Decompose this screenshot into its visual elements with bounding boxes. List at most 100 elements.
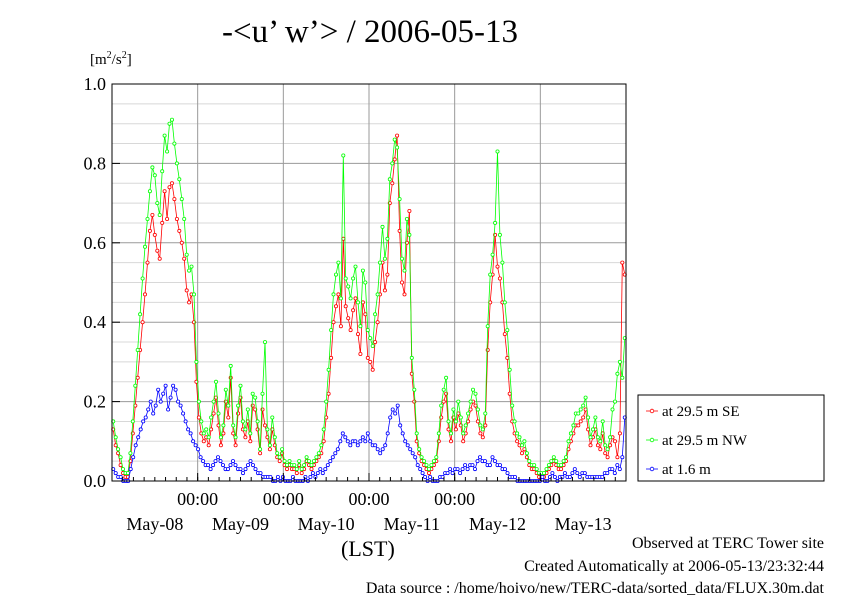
data-point — [390, 407, 395, 412]
data-point — [368, 439, 373, 444]
data-point — [133, 443, 138, 448]
data-point — [620, 455, 625, 460]
data-point — [135, 347, 140, 352]
data-point — [487, 463, 492, 468]
data-point — [483, 411, 488, 416]
data-point — [308, 474, 313, 479]
data-point — [245, 463, 250, 468]
data-point — [345, 439, 350, 444]
data-point — [238, 383, 243, 388]
data-point — [213, 459, 218, 464]
data-point — [325, 463, 330, 468]
data-point — [329, 355, 334, 360]
data-point — [368, 359, 373, 364]
data-point — [395, 133, 400, 138]
y-tick-label: 0.4 — [84, 312, 107, 332]
data-point — [380, 447, 385, 452]
data-point — [380, 224, 385, 229]
data-point — [576, 411, 581, 416]
data-point — [378, 451, 383, 456]
x-time-label: 00:00 — [263, 489, 304, 509]
data-point — [118, 455, 123, 460]
data-point — [348, 328, 353, 333]
data-point — [201, 439, 206, 444]
data-point — [490, 455, 495, 460]
data-point — [218, 443, 223, 448]
data-point — [343, 435, 348, 440]
data-point — [431, 459, 436, 464]
data-point — [258, 451, 263, 456]
data-point — [559, 467, 564, 472]
data-point — [515, 431, 520, 436]
data-point — [167, 121, 172, 126]
data-point — [373, 312, 378, 317]
data-point — [426, 467, 431, 472]
data-point — [578, 419, 583, 424]
x-time-label: 00:00 — [434, 489, 475, 509]
data-point — [567, 474, 572, 479]
data-point — [532, 463, 537, 468]
data-point — [355, 443, 360, 448]
data-point — [410, 451, 415, 456]
data-point — [183, 419, 188, 424]
data-point — [463, 423, 468, 428]
data-point — [346, 284, 351, 289]
data-point — [577, 474, 582, 479]
data-point — [404, 216, 409, 221]
data-point — [233, 435, 238, 440]
data-point — [226, 403, 231, 408]
data-point — [458, 471, 463, 476]
data-point — [524, 451, 529, 456]
data-point — [360, 268, 365, 273]
data-point — [612, 471, 617, 476]
data-point — [150, 165, 155, 170]
y-tick-label: 0.6 — [84, 233, 107, 253]
data-point — [297, 459, 302, 464]
data-point — [458, 415, 463, 420]
data-point — [507, 391, 512, 396]
data-point — [231, 423, 236, 428]
unit-mid: /s — [111, 52, 122, 68]
data-point — [128, 467, 133, 472]
data-point — [143, 415, 148, 420]
data-point — [131, 455, 136, 460]
data-point — [165, 149, 170, 154]
data-point — [309, 467, 314, 472]
data-point — [575, 471, 580, 476]
data-point — [174, 161, 179, 166]
data-point — [133, 383, 138, 388]
data-point — [617, 359, 622, 364]
data-point — [375, 320, 380, 325]
data-point — [351, 276, 356, 281]
data-point — [341, 153, 346, 158]
data-point — [534, 467, 539, 472]
data-point — [315, 471, 320, 476]
data-point — [588, 435, 593, 440]
data-point — [615, 455, 620, 460]
data-point — [314, 455, 319, 460]
data-point — [168, 395, 173, 400]
data-point — [405, 443, 410, 448]
data-point — [326, 367, 331, 372]
data-point — [517, 435, 522, 440]
data-point — [267, 447, 272, 452]
data-point — [196, 415, 201, 420]
data-point — [165, 216, 170, 221]
data-point — [321, 439, 326, 444]
data-point — [140, 320, 145, 325]
data-point — [505, 328, 510, 333]
data-point — [194, 359, 199, 364]
data-point — [211, 411, 216, 416]
data-point — [338, 439, 343, 444]
data-point — [157, 256, 162, 261]
data-point — [415, 463, 420, 468]
data-point — [248, 431, 253, 436]
data-point — [230, 459, 235, 464]
data-point — [581, 403, 586, 408]
data-point — [413, 455, 418, 460]
data-point — [277, 459, 282, 464]
data-point — [473, 391, 478, 396]
data-point — [253, 395, 258, 400]
data-point — [448, 467, 453, 472]
data-point — [549, 459, 554, 464]
